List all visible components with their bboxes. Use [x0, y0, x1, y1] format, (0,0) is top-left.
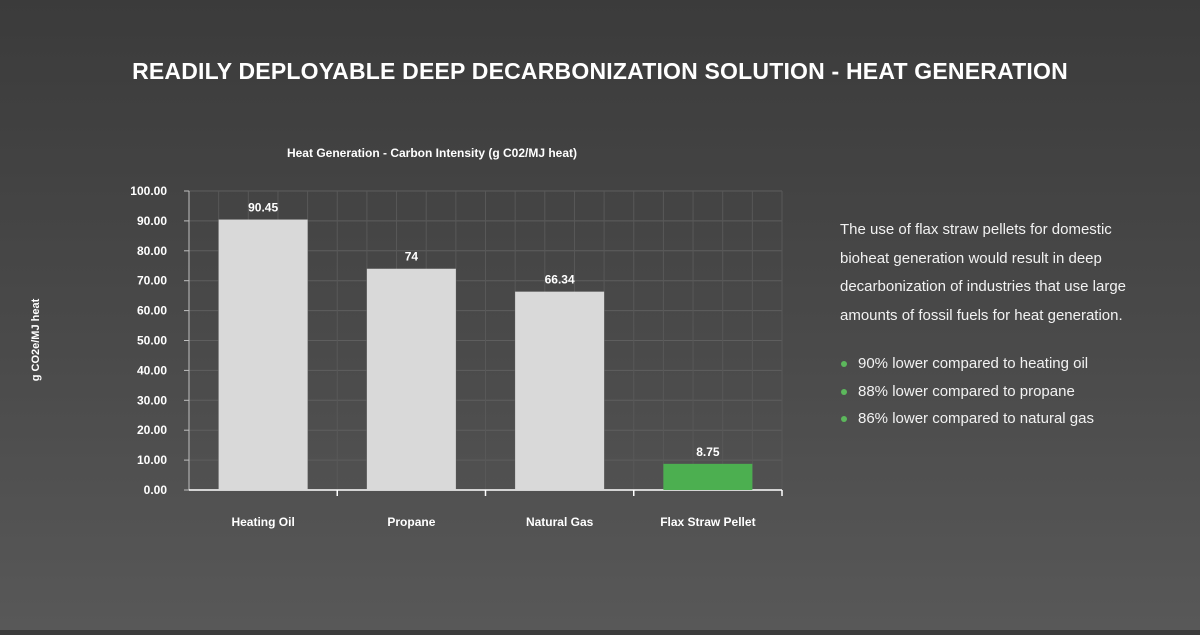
bullet-text: 88% lower compared to propane [858, 382, 1075, 400]
bar-chart: Heat Generation - Carbon Intensity (g C0… [30, 146, 783, 529]
bullet-text: 90% lower compared to heating oil [858, 355, 1089, 372]
bullet-dot-icon [841, 361, 847, 367]
y-tick-label: 30.00 [137, 393, 167, 407]
y-tick-label: 100.00 [130, 184, 167, 198]
bullet-list: 90% lower compared to heating oil 88% lo… [840, 350, 1160, 433]
bar [663, 463, 753, 490]
y-tick-label: 80.00 [137, 244, 167, 258]
bullet-dot-icon [841, 388, 847, 395]
y-tick-label: 60.00 [137, 304, 167, 318]
bullet-item: 88% lower compared to propane [840, 378, 1160, 406]
x-tick-label: Flax Straw Pellet [660, 515, 755, 529]
bar [218, 219, 308, 490]
bullet-dot-icon [841, 416, 847, 422]
y-tick-label: 90.00 [137, 214, 167, 228]
side-paragraph: The use of flax straw pellets for domest… [840, 221, 1127, 324]
side-panel: The use of flax straw pellets for domest… [840, 216, 1160, 433]
chart-plot: 0.00 10.00 20.00 30.00 40.00 50.00 60.00 70.00 8… [130, 184, 783, 529]
bullet-item: 86% lower compared to natural gas [840, 405, 1160, 433]
y-axis-label: g CO2e/MJ heat [30, 298, 42, 382]
x-tick-label: Natural Gas [526, 515, 594, 529]
bullet-item: 90% lower compared to heating oil [840, 350, 1160, 378]
bar [515, 291, 605, 490]
bullet-text: 86% lower compared to natural gas [858, 410, 1094, 427]
bar-value-label: 8.75 [696, 445, 720, 459]
y-tick-label: 70.00 [137, 274, 167, 288]
y-tick-label: 40.00 [137, 363, 167, 377]
bar [366, 268, 456, 490]
bar-value-label: 90.45 [248, 201, 278, 215]
bar-value-label: 74 [405, 250, 419, 264]
x-tick-label: Propane [387, 515, 435, 529]
x-tick-label: Heating Oil [231, 515, 294, 529]
y-tick-label: 0.00 [144, 483, 168, 497]
y-tick-label: 10.00 [137, 453, 167, 467]
y-tick-label: 20.00 [137, 423, 167, 437]
y-tick-label: 50.00 [137, 334, 167, 348]
chart-title: Heat Generation - Carbon Intensity (g C0… [286, 146, 578, 160]
page-title: READILY DEPLOYABLE DEEP DECARBONIZATION … [132, 58, 1068, 84]
bar-value-label: 66.34 [545, 273, 575, 287]
